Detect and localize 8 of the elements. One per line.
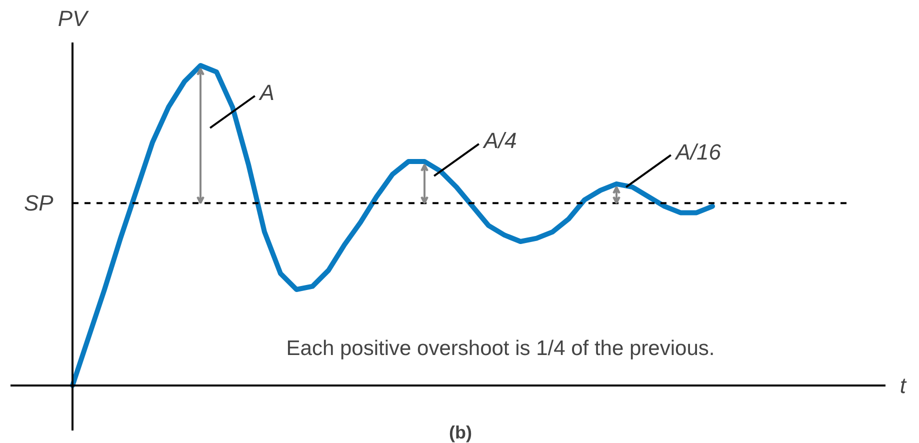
annotation: A xyxy=(258,80,274,106)
annotation: Each positive overshoot is 1/4 of the previous. xyxy=(286,337,715,360)
annotation: A/16 xyxy=(674,139,722,164)
text: (b) xyxy=(449,422,472,442)
ref-line-label: SP xyxy=(24,190,54,216)
annotation: A/4 xyxy=(482,128,517,154)
y-axis-title: PV xyxy=(58,6,90,31)
text: t xyxy=(900,373,907,398)
